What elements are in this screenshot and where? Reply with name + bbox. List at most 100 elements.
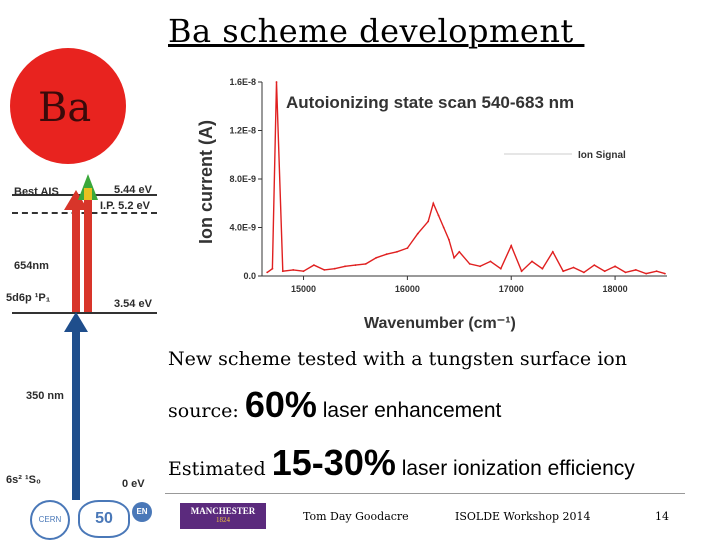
ion-current-chart: Autoionizing state scan 540-683 nm Ion c…	[196, 77, 667, 332]
data-point	[453, 256, 455, 259]
en-department-logo: EN	[132, 502, 152, 522]
chart-title: Autoionizing state scan 540-683 nm	[286, 93, 574, 112]
data-point	[344, 265, 346, 268]
plot-area: 0.0 4.0E-9 8.0E-9 1.2E-8 1.6E-8 15000 16000 170…	[229, 77, 667, 294]
data-point	[645, 272, 648, 275]
fifty-years-logo: 50	[78, 500, 130, 538]
ip-label: I.P. 5.2 eV	[100, 200, 150, 212]
data-point	[510, 244, 513, 247]
intermediate-level-line	[12, 312, 157, 314]
data-point	[292, 269, 295, 271]
data-point	[323, 269, 326, 271]
step2-arrow-shaft	[72, 208, 80, 312]
footer-author: Tom Day Goodacre	[303, 510, 409, 523]
series-line-ion-signal	[266, 81, 666, 275]
step1-wavelength-label: 350 nm	[26, 390, 64, 402]
data-point	[396, 250, 398, 253]
ground-energy-label: 0 eV	[122, 478, 145, 490]
line3-suffix: laser ionization efficiency	[395, 457, 635, 480]
step3-arrow-shaft	[84, 198, 92, 312]
data-point	[489, 260, 492, 263]
ionization-scheme: Ba Best AIS 5.44 eV I.P. 5.2 eV 654nm 5d…	[0, 40, 168, 500]
data-point	[634, 269, 637, 271]
data-point	[603, 270, 606, 273]
ground-state-label: 6s² ¹S₀	[6, 474, 41, 486]
element-circle	[10, 48, 126, 164]
cern-logo: CERN	[30, 500, 70, 540]
manchester-logo-text: MANCHESTER	[190, 506, 256, 516]
footer-page-number: 14	[655, 510, 669, 523]
x-tick-label: 15000	[291, 284, 316, 294]
data-point	[572, 266, 575, 269]
data-point	[458, 250, 461, 253]
x-tick-label: 16000	[395, 284, 420, 294]
step2-arrow-head	[64, 190, 88, 210]
data-point	[302, 270, 305, 273]
y-tick-label: 4.0E-9	[229, 223, 256, 233]
ais-energy-label: 5.44 eV	[114, 184, 152, 196]
description-line-3: Estimated 15-30% laser ionization effici…	[168, 442, 635, 484]
manchester-logo: MANCHESTER 1824	[180, 503, 266, 529]
efficiency-value: 15-30%	[271, 442, 396, 483]
excitation-arrows	[64, 174, 98, 500]
data-point	[448, 238, 450, 241]
en-logo-text: EN	[136, 507, 148, 516]
data-point	[520, 270, 523, 273]
x-tick-label: 17000	[499, 284, 524, 294]
y-tick-label: 0.0	[243, 271, 256, 281]
slide-title: Ba scheme development	[168, 12, 585, 50]
y-tick-label: 1.2E-8	[229, 126, 256, 136]
chart-xlabel: Wavenumber (cm⁻¹)	[364, 315, 516, 332]
intermediate-state-label: 5d6p ¹P₁	[6, 292, 51, 304]
data-point	[271, 267, 274, 270]
data-point	[313, 264, 315, 266]
data-point	[468, 263, 471, 265]
enhancement-value: 60%	[244, 384, 317, 425]
data-point	[333, 267, 336, 270]
intermediate-energy-label: 3.54 eV	[114, 298, 152, 310]
data-point	[562, 270, 565, 273]
line2-prefix: source:	[168, 400, 245, 422]
step3-arrow-head	[78, 174, 98, 200]
data-point	[432, 202, 435, 205]
data-point	[664, 272, 666, 275]
data-point	[266, 271, 269, 274]
y-tick-label: 8.0E-9	[229, 174, 256, 184]
data-point	[655, 270, 658, 273]
footer-divider	[165, 493, 685, 494]
data-point	[385, 253, 388, 256]
step3-arrow-tip	[84, 188, 92, 200]
data-point	[354, 264, 357, 266]
description-line-1: New scheme tested with a tungsten surfac…	[168, 348, 627, 370]
data-point	[624, 271, 627, 274]
fifty-logo-text: 50	[95, 510, 113, 527]
description-line-2: source: 60% laser enhancement	[168, 384, 501, 426]
footer-event: ISOLDE Workshop 2014	[455, 510, 591, 523]
line3-prefix: Estimated	[168, 458, 272, 480]
cern-logo-text: CERN	[38, 515, 62, 524]
element-symbol: Ba	[38, 85, 92, 131]
data-point	[281, 270, 284, 273]
data-point	[531, 260, 533, 263]
data-point	[479, 265, 481, 268]
step2-wavelength-label: 654nm	[14, 260, 49, 272]
y-tick-label: 1.6E-8	[229, 77, 256, 87]
data-point	[583, 271, 585, 274]
data-point	[593, 264, 596, 266]
chart-ylabel: Ion current (A)	[196, 120, 216, 244]
data-point	[499, 267, 502, 270]
data-point	[406, 247, 409, 250]
data-point	[375, 256, 378, 259]
line2-suffix: laser enhancement	[316, 399, 502, 422]
data-point	[551, 250, 554, 253]
data-point	[275, 81, 278, 83]
data-point	[427, 220, 430, 223]
chart-legend-label: Ion Signal	[578, 150, 626, 161]
best-ais-label: Best AIS	[14, 186, 59, 198]
step1-arrow-head	[64, 312, 88, 332]
data-point	[442, 226, 445, 229]
data-point	[541, 267, 544, 270]
data-point	[614, 265, 616, 268]
x-tick-label: 18000	[603, 284, 628, 294]
data-point	[416, 232, 419, 235]
